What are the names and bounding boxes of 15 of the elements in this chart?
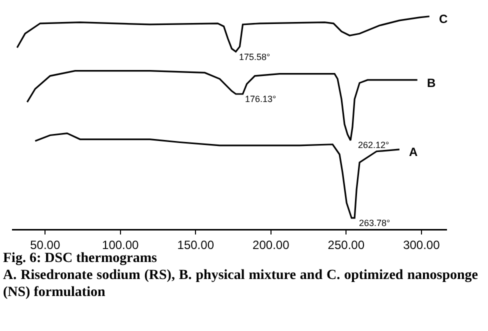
series-label: A <box>409 145 418 159</box>
x-tick-label: 300.00 <box>403 238 440 252</box>
x-tick-label: 150.00 <box>177 238 214 252</box>
x-tick-label: 200.00 <box>252 238 290 252</box>
x-tick-label: 100.00 <box>102 238 140 252</box>
annotation: 175.58° <box>239 52 271 62</box>
text: A. Risedronate sodium (RS), B. physical mixture and C. optimized nanosponge (NS) formulation <box>2 267 479 301</box>
annotation: 263.78° <box>359 218 391 228</box>
series-label: C <box>439 12 448 26</box>
series-label: B <box>427 76 436 90</box>
annotation: 176.13° <box>245 94 277 104</box>
x-tick-label: 250.00 <box>328 238 365 252</box>
text: Fig. 6: DSC thermograms <box>2 250 158 267</box>
annotation: 262.12° <box>358 140 390 150</box>
x-tick-label: 50.00 <box>30 238 60 252</box>
